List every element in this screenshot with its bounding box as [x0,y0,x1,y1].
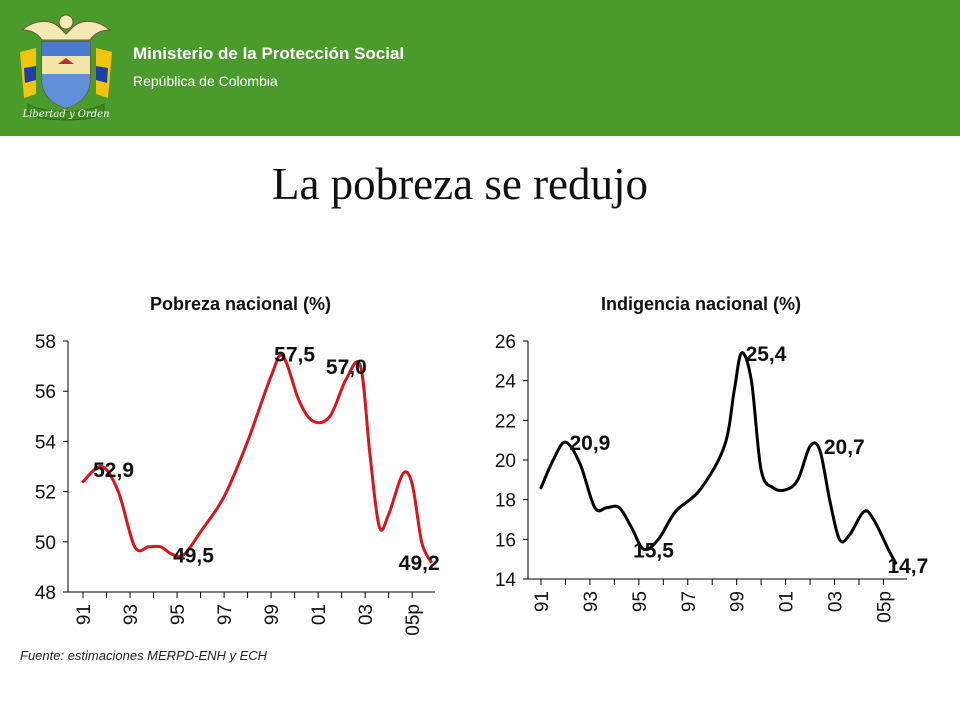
poverty-y-tick-label: 50 [35,533,56,554]
indigence-x-tick-label: 93 [581,591,602,612]
coat-of-arms-logo: Libertad y Orden [20,14,112,121]
indigence-data-label: 14,7 [887,555,928,578]
indigence-data-label: 20,7 [824,436,865,459]
poverty-y-tick-label: 52 [35,483,56,504]
poverty-x-tick-label: 03 [356,604,377,625]
republic-name: República de Colombia [133,73,278,89]
indigence-x-tick-label: 99 [728,591,749,612]
indigence-y-tick-label: 14 [495,570,517,591]
poverty-x-tick-label: 05p [403,604,424,636]
poverty-data-label: 49,2 [399,552,440,575]
indigence-x-tick-label: 05p [874,591,895,623]
poverty-data-label: 49,5 [173,544,214,567]
poverty-series-line [81,353,433,564]
indigence-x-tick-label: 01 [777,591,798,612]
poverty-data-label: 57,0 [326,356,367,379]
indigence-x-tick-label: 03 [826,591,847,612]
poverty-x-tick-label: 93 [121,604,142,625]
chart-title-poverty: Pobreza nacional (%) [150,294,332,314]
ministry-name: Ministerio de la Protección Social [133,44,405,63]
poverty-data-label: 57,5 [274,344,315,367]
indigence-y-tick-label: 20 [495,451,516,472]
indigence-data-label: 20,9 [569,432,610,455]
indigence-y-tick-label: 26 [495,332,516,353]
indigence-series-line [539,351,898,565]
chart-title-indigence: Indigencia nacional (%) [601,294,802,314]
source-note: Fuente: estimaciones MERPD-ENH y ECH [20,648,268,663]
svg-text:Libertad y Orden: Libertad y Orden [21,109,109,120]
poverty-data-label: 52,9 [93,459,134,482]
poverty-y-tick-label: 48 [35,583,56,604]
poverty-y-tick-label: 58 [35,332,56,353]
indigence-data-label: 15,5 [633,539,674,562]
indigence-data-label: 25,4 [746,343,787,366]
header-banner: Libertad y Orden Ministerio de la Protec… [0,0,960,136]
poverty-x-tick-label: 01 [309,604,330,625]
poverty-x-tick-label: 91 [74,604,95,625]
indigence-y-tick-label: 22 [495,411,516,432]
poverty-y-tick-label: 54 [35,432,57,453]
poverty-x-tick-label: 95 [168,604,189,625]
poverty-y-tick-label: 56 [35,382,56,403]
indigence-y-tick-label: 24 [495,372,517,393]
poverty-x-tick-label: 97 [215,604,236,625]
poverty-x-tick-label: 99 [262,604,283,625]
indigence-x-tick-label: 95 [630,591,651,612]
indigence-x-tick-label: 97 [679,591,700,612]
indigence-y-tick-label: 18 [495,491,516,512]
indigence-y-tick-label: 16 [495,530,516,551]
slide-title: La pobreza se redujo [271,159,649,209]
indigence-x-tick-label: 91 [532,591,553,612]
